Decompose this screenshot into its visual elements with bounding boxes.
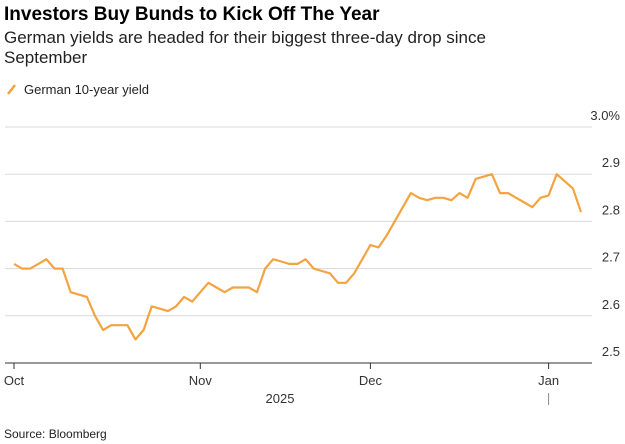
y-tick-label: 2.9: [602, 155, 620, 170]
subtitle-box: German yields are headed for their bigge…: [4, 28, 486, 67]
legend-swatch: [7, 84, 16, 95]
y-tick-label: 3.0%: [590, 108, 620, 123]
x-tick-label: Oct: [4, 373, 25, 388]
legend-label: German 10-year yield: [24, 82, 149, 97]
y-tick-label: 2.5: [602, 344, 620, 359]
chart-subtitle: German yields are headed for their bigge…: [4, 28, 486, 67]
chart-title: Investors Buy Bunds to Kick Off The Year: [4, 4, 380, 25]
y-tick-label: 2.6: [602, 297, 620, 312]
x-tick-label: Nov: [189, 373, 213, 388]
series-line: [13, 173, 583, 341]
source: Source: Bloomberg: [4, 427, 107, 441]
x-tick-label: Dec: [359, 373, 383, 388]
y-tick-label: 2.8: [602, 202, 620, 217]
y-tick-label: 2.7: [602, 250, 620, 265]
year-label: 2025: [266, 391, 295, 406]
x-tick-label: Jan: [538, 373, 559, 388]
